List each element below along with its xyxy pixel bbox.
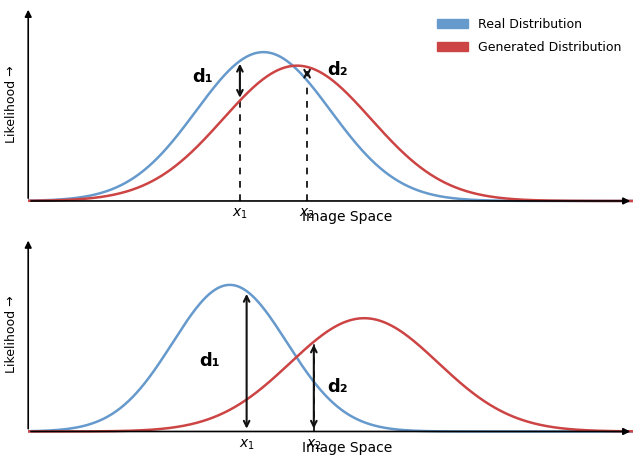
Text: Likelihood →: Likelihood → [5, 65, 18, 143]
Legend: Real Distribution, Generated Distribution: Real Distribution, Generated Distributio… [432, 13, 627, 59]
Text: $x_1$: $x_1$ [232, 207, 248, 221]
Text: d₂: d₂ [327, 61, 348, 79]
Text: Image Space: Image Space [301, 442, 392, 456]
Text: d₁: d₁ [199, 353, 220, 370]
Text: Likelihood →: Likelihood → [5, 296, 18, 373]
Text: Image Space: Image Space [301, 210, 392, 224]
Text: $x_2$: $x_2$ [306, 437, 322, 451]
Text: d₂: d₂ [327, 377, 348, 395]
Text: $x_1$: $x_1$ [239, 437, 255, 451]
Text: d₁: d₁ [193, 68, 213, 86]
Text: $x_2$: $x_2$ [300, 207, 315, 221]
